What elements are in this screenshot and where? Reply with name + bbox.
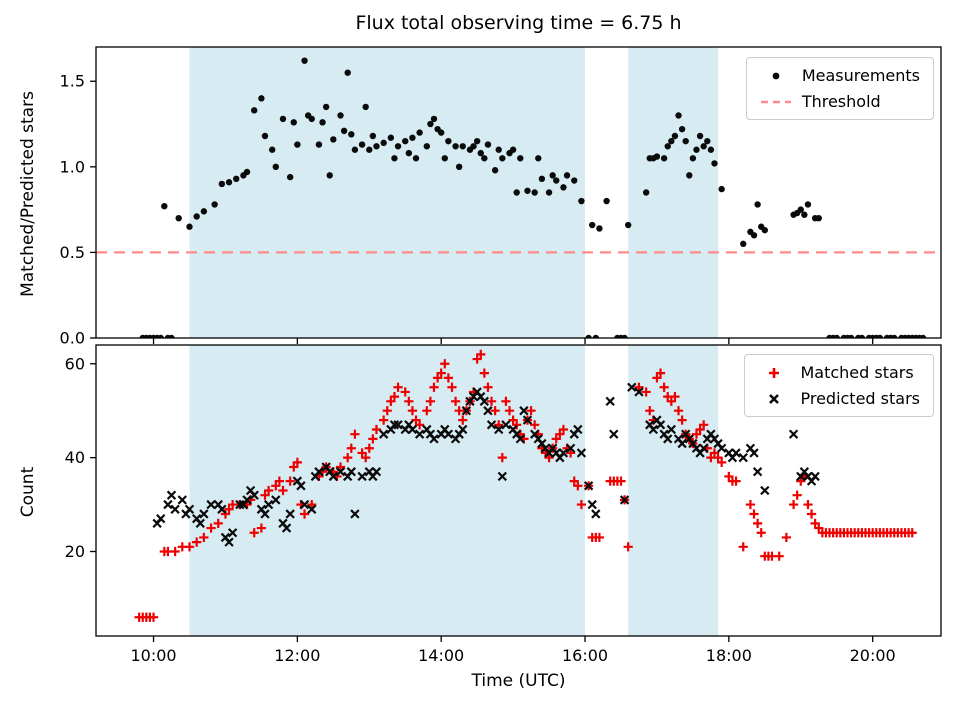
y-tick-label: 60 [65, 354, 85, 373]
legend-label-matched-stars: Matched stars [800, 363, 914, 382]
series-measurements [139, 57, 927, 338]
x-marker-icon [769, 393, 780, 404]
flux-ratio-subplot: 0.0 0.5 1.0 1.5 [60, 46, 942, 348]
x-axis-label: Time (UTC) [471, 671, 566, 691]
chart-title: Flux total observing time = 6.75 h [355, 12, 682, 34]
y-tick-label: 0.0 [60, 329, 85, 348]
y-tick-label: 0.5 [60, 243, 85, 262]
legend-entry-measurements: Measurements [760, 66, 920, 85]
bottom-legend: Matched stars Predicted stars [744, 354, 934, 417]
legend-entry-threshold: Threshold [760, 92, 920, 111]
x-tick-label: 20:00 [850, 646, 896, 665]
legend-label-predicted-stars: Predicted stars [800, 389, 920, 408]
bottom-y-axis-label: Count [18, 466, 38, 518]
y-tick-label: 1.5 [60, 72, 85, 91]
top-legend: Measurements Threshold [745, 57, 934, 120]
top-y-axis-label: Matched/Predicted stars [18, 91, 38, 297]
x-tick-label: 12:00 [274, 646, 320, 665]
observing-window-span [628, 345, 719, 636]
y-tick-label: 1.0 [60, 157, 85, 176]
y-tick-label: 40 [65, 448, 85, 467]
dashed-line-marker-icon [760, 100, 791, 103]
axes-spines [95, 344, 942, 637]
legend-label-measurements: Measurements [801, 66, 920, 85]
axes-spines [95, 46, 942, 339]
observing-window-span [628, 47, 719, 338]
dot-marker-icon [772, 72, 780, 79]
x-tick-label: 10:00 [130, 646, 176, 665]
y-tick-label: 20 [65, 542, 85, 561]
x-tick-label: 14:00 [418, 646, 464, 665]
x-tick-label: 18:00 [706, 646, 752, 665]
legend-label-threshold: Threshold [801, 92, 881, 111]
count-subplot: 20 40 60 10:00 12:00 14:00 16:00 18:00 20:00 [65, 344, 942, 665]
series-matched-stars [134, 349, 917, 622]
x-tick-label: 16:00 [562, 646, 608, 665]
series-predicted-stars [152, 382, 820, 547]
plus-marker-icon [769, 367, 780, 378]
legend-entry-matched-stars: Matched stars [758, 363, 920, 382]
observing-window-span [189, 345, 586, 636]
legend-entry-predicted-stars: Predicted stars [758, 389, 920, 408]
